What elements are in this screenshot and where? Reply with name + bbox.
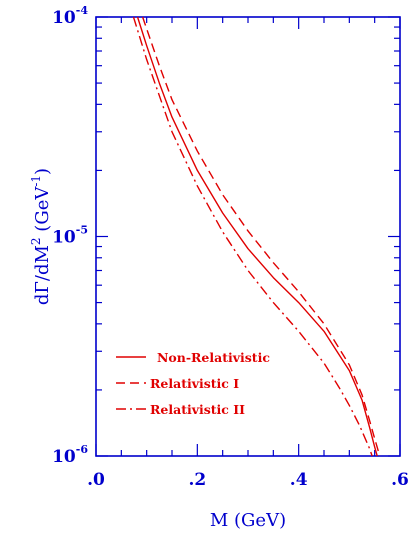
x-tick-label: .0 [87,470,105,490]
y-axis-label-part: (GeV [32,186,53,238]
y-tick-base: 10 [52,228,76,248]
y-axis-label-part: 2 [29,237,43,245]
series-line-solid [136,16,378,457]
y-axis-label-part: ) [32,168,53,175]
y-tick-base: 10 [52,447,76,467]
x-tick-label: .6 [391,470,409,490]
x-tick-label: .2 [188,470,206,490]
y-tick-label: 10-4 [52,4,88,28]
x-axis-label: M (GeV) [210,510,286,531]
y-axis-label: dΓ/dM2 (GeV-1) [29,168,53,305]
y-tick-label: 10-6 [52,443,88,467]
legend-label: Non-Relativistic [157,350,270,365]
x-tick-label: .4 [290,470,308,490]
y-tick-exponent: -6 [76,443,89,456]
series-line-dashed [141,16,381,457]
y-axis-label-part: -1 [29,175,43,187]
y-tick-label: 10-5 [52,224,88,248]
series-line-dashdot [132,16,373,457]
y-tick-exponent: -4 [76,4,89,17]
plot-frame [95,16,401,457]
y-tick-base: 10 [52,8,76,28]
y-axis-label-part: dΓ/dM [32,245,53,305]
y-tick-exponent: -5 [76,224,88,237]
legend-label: Relativistic II [150,402,245,417]
legend-label: Relativistic I [150,376,239,391]
